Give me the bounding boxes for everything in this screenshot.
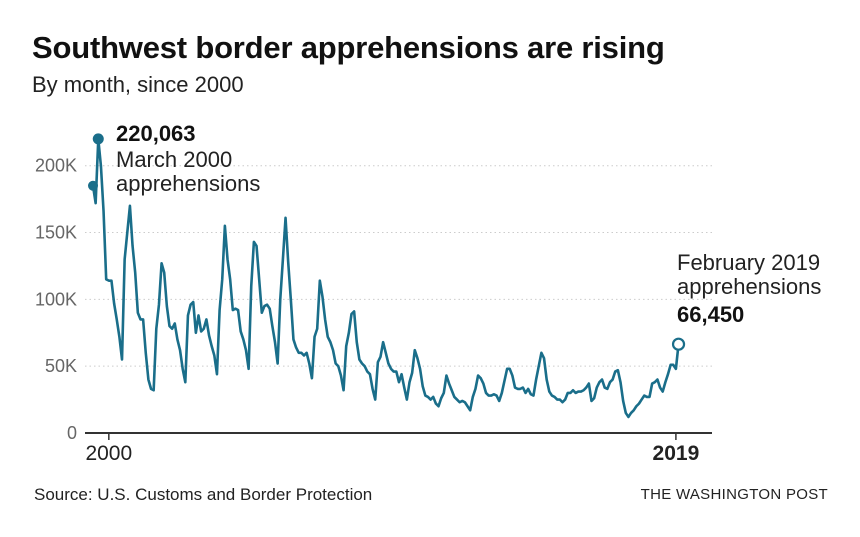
- start-annotation-value: 220,063: [116, 121, 196, 146]
- series-group: [91, 137, 680, 419]
- x-axis: 2000 2019: [85, 433, 699, 465]
- annotations: 220,063 March 2000 apprehensions Februar…: [116, 121, 821, 327]
- y-tick-label: 200K: [35, 156, 77, 176]
- y-tick-label: 0: [67, 423, 77, 443]
- start-annotation-line1: March 2000: [116, 147, 232, 172]
- y-axis-ticks: 0 50K 100K 150K 200K: [35, 156, 77, 443]
- start-point-marker: [88, 180, 98, 191]
- end-point-marker: [671, 337, 686, 351]
- start-annotation-line2: apprehensions: [116, 171, 260, 196]
- chart-title: Southwest border apprehensions are risin…: [32, 30, 665, 65]
- gridlines: [85, 165, 712, 434]
- chart-subtitle: By month, since 2000: [32, 72, 244, 97]
- highlight-markers: [88, 133, 686, 351]
- y-tick-label: 150K: [35, 223, 77, 243]
- y-tick-label: 50K: [45, 356, 77, 376]
- end-annotation-line2: apprehensions: [677, 274, 821, 299]
- x-tick-label: 2000: [85, 442, 132, 465]
- source-note: Source: U.S. Customs and Border Protecti…: [34, 485, 373, 504]
- end-annotation-line1: February 2019: [677, 250, 820, 275]
- y-tick-label: 100K: [35, 289, 77, 309]
- x-tick-label: 2019: [653, 442, 700, 465]
- publisher-credit: THE WASHINGTON POST: [640, 486, 828, 503]
- series-line: [91, 137, 680, 419]
- end-annotation-value: 66,450: [677, 302, 744, 327]
- peak-point-marker: [92, 133, 104, 145]
